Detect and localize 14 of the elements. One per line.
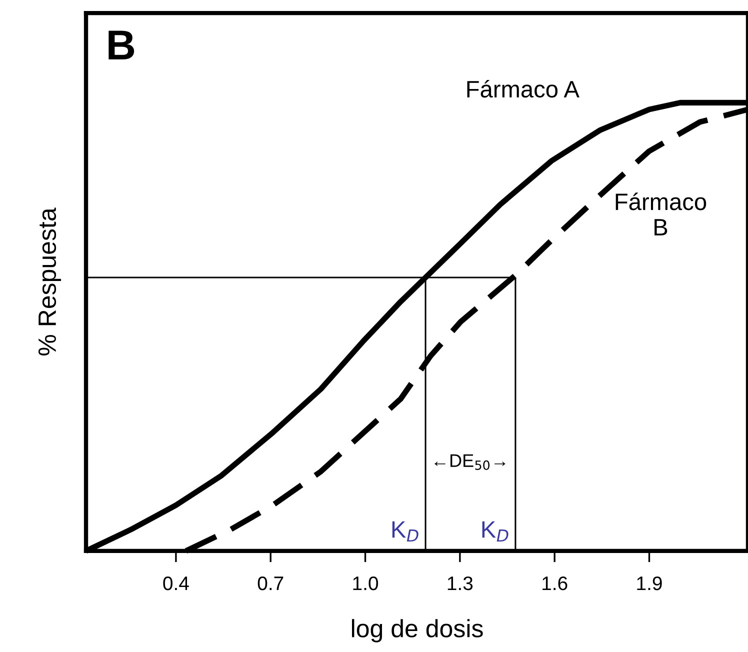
y-axis-title: % Respuesta: [38, 208, 62, 356]
annotation: K$_{D}$: [392, 521, 418, 542]
series-label: Fármaco B: [616, 192, 706, 236]
x-tick-label: 0.7: [258, 576, 284, 590]
text: B: [108, 30, 134, 60]
x-axis-title: log de dosis: [352, 619, 483, 642]
annotation: K$_{D}$: [482, 521, 508, 542]
x-tick-label: 1.0: [353, 576, 378, 590]
annotation: ←DE$_{50}$→: [434, 454, 506, 470]
x-tick-label: 1.6: [542, 576, 568, 590]
x-tick-label: 0.4: [163, 576, 189, 590]
x-tick-label: 1.3: [448, 576, 473, 590]
x-tick-label: 1.9: [637, 576, 662, 590]
series-label: Fármaco A: [467, 80, 580, 98]
